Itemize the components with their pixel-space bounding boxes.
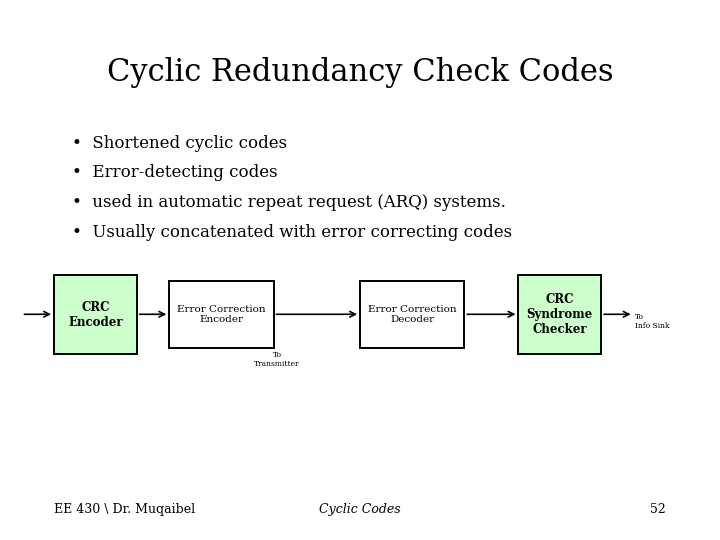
- Bar: [54, 275, 137, 354]
- Text: CRC
Encoder: CRC Encoder: [68, 301, 122, 328]
- Text: •  Usually concatenated with error correcting codes: • Usually concatenated with error correc…: [72, 224, 512, 241]
- Text: CRC
Syndrome
Checker: CRC Syndrome Checker: [526, 293, 593, 336]
- Bar: [169, 281, 274, 348]
- Text: •  Error-detecting codes: • Error-detecting codes: [72, 164, 278, 181]
- Text: Cyclic Redundancy Check Codes: Cyclic Redundancy Check Codes: [107, 57, 613, 89]
- Text: •  used in automatic repeat request (ARQ) systems.: • used in automatic repeat request (ARQ)…: [72, 194, 506, 211]
- Bar: [518, 275, 601, 354]
- Text: EE 430 \ Dr. Muqaibel: EE 430 \ Dr. Muqaibel: [54, 503, 195, 516]
- Text: To
Transmitter: To Transmitter: [254, 351, 300, 368]
- Bar: [360, 281, 464, 348]
- Text: To
Info Sink: To Info Sink: [635, 313, 670, 330]
- Text: 52: 52: [650, 503, 666, 516]
- Text: •  Shortened cyclic codes: • Shortened cyclic codes: [72, 134, 287, 152]
- Text: Cyclic Codes: Cyclic Codes: [319, 503, 401, 516]
- Text: Error Correction
Decoder: Error Correction Decoder: [368, 305, 456, 324]
- Text: Error Correction
Encoder: Error Correction Encoder: [177, 305, 266, 324]
